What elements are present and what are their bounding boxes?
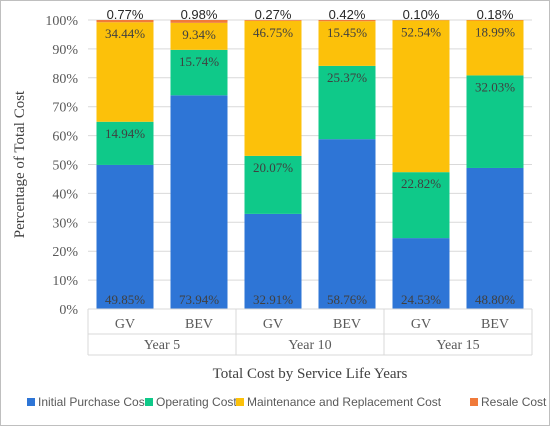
- data-label: 20.07%: [253, 160, 293, 175]
- data-label: 32.03%: [475, 79, 515, 94]
- data-label: 18.99%: [475, 25, 515, 40]
- x-tick-label: GV: [411, 317, 431, 332]
- bar-segment: [244, 213, 302, 309]
- data-label: 49.85%: [105, 292, 145, 307]
- x-group-label: Year 5: [144, 338, 180, 353]
- x-tick-label: GV: [115, 317, 135, 332]
- data-labels: 49.85% 14.94% 34.44% 0.77% 73.94% 15.74% 9.34%…: [105, 7, 515, 307]
- data-label: 24.53%: [401, 292, 441, 307]
- bar-segment: [466, 167, 524, 309]
- bar-segment: [170, 22, 228, 50]
- x-tick-label: BEV: [481, 317, 509, 332]
- x-group-label: Year 15: [436, 338, 479, 353]
- bar-segment: [466, 20, 524, 21]
- bar-segment: [318, 65, 376, 140]
- data-label: 52.54%: [401, 24, 441, 39]
- gridlines: [88, 19, 532, 310]
- data-label: 0.98%: [181, 7, 218, 22]
- data-label: 0.10%: [403, 7, 440, 22]
- legend-label: Operating Cost: [156, 395, 237, 409]
- y-tick-label: 10%: [52, 274, 78, 289]
- bar-segment: [96, 164, 154, 309]
- legend: Initial Purchase Cost Operating Cost Maint…: [27, 395, 547, 409]
- bar-segment: [170, 49, 228, 96]
- bar-segment: [170, 20, 228, 23]
- data-label: 73.94%: [179, 292, 219, 307]
- data-label: 22.82%: [401, 176, 441, 191]
- bar-segment: [318, 21, 376, 66]
- bar-segment: [170, 95, 228, 309]
- data-label: 32.91%: [253, 292, 293, 307]
- bar-segment: [392, 172, 450, 239]
- y-tick-label: 60%: [52, 130, 78, 145]
- bar-segment: [244, 20, 302, 156]
- y-tick-label: 70%: [52, 101, 78, 116]
- data-label: 0.27%: [255, 7, 292, 22]
- bar-segment: [96, 22, 154, 122]
- data-label: 58.76%: [327, 292, 367, 307]
- y-tick-label: 30%: [52, 216, 78, 231]
- bar-segment: [244, 20, 302, 21]
- legend-label: Resale Cost: [481, 395, 547, 409]
- y-tick-label: 50%: [52, 159, 78, 174]
- bar-segment: [466, 20, 524, 76]
- bar-segment: [392, 238, 450, 309]
- y-tick-label: 0%: [59, 303, 78, 318]
- bar-segment: [318, 20, 376, 22]
- bar-segment: [244, 155, 302, 214]
- data-label: 0.42%: [329, 7, 366, 22]
- y-tick-label: 20%: [52, 245, 78, 260]
- bar-segment: [392, 20, 450, 173]
- data-label: 15.74%: [179, 54, 219, 69]
- y-axis-title: Percentage of Total Cost: [12, 90, 28, 238]
- bar-segment: [96, 20, 154, 23]
- legend-swatch: [470, 398, 478, 406]
- legend-label: Maintenance and Replacement Cost: [247, 395, 442, 409]
- data-label: 46.75%: [253, 25, 293, 40]
- x-tick-label: GV: [263, 317, 283, 332]
- data-label: 0.18%: [477, 7, 514, 22]
- bars: [96, 20, 524, 309]
- legend-swatch: [27, 398, 35, 406]
- x-axis-title: Total Cost by Service Life Years: [213, 366, 408, 382]
- bar-segment: [318, 139, 376, 309]
- y-tick-label: 90%: [52, 43, 78, 58]
- x-group-label: Year 10: [288, 338, 331, 353]
- y-tick-label: 40%: [52, 187, 78, 202]
- legend-swatch: [145, 398, 153, 406]
- y-tick-label: 100%: [45, 14, 78, 29]
- x-tick-label: BEV: [185, 317, 213, 332]
- y-tick-label: 80%: [52, 72, 78, 87]
- legend-swatch: [236, 398, 244, 406]
- data-label: 0.77%: [107, 7, 144, 22]
- data-label: 48.80%: [475, 292, 515, 307]
- data-label: 14.94%: [105, 126, 145, 141]
- legend-label: Initial Purchase Cost: [38, 395, 149, 409]
- x-tick-label: BEV: [333, 317, 361, 332]
- data-label: 15.45%: [327, 25, 367, 40]
- bar-segment: [466, 75, 524, 168]
- y-axis-ticks: 0% 10% 20% 30% 40% 50% 60% 70% 80% 90% 100%: [45, 14, 78, 318]
- data-label: 25.37%: [327, 70, 367, 85]
- bar-segment: [96, 121, 154, 165]
- data-label: 9.34%: [182, 27, 216, 42]
- data-label: 34.44%: [105, 26, 145, 41]
